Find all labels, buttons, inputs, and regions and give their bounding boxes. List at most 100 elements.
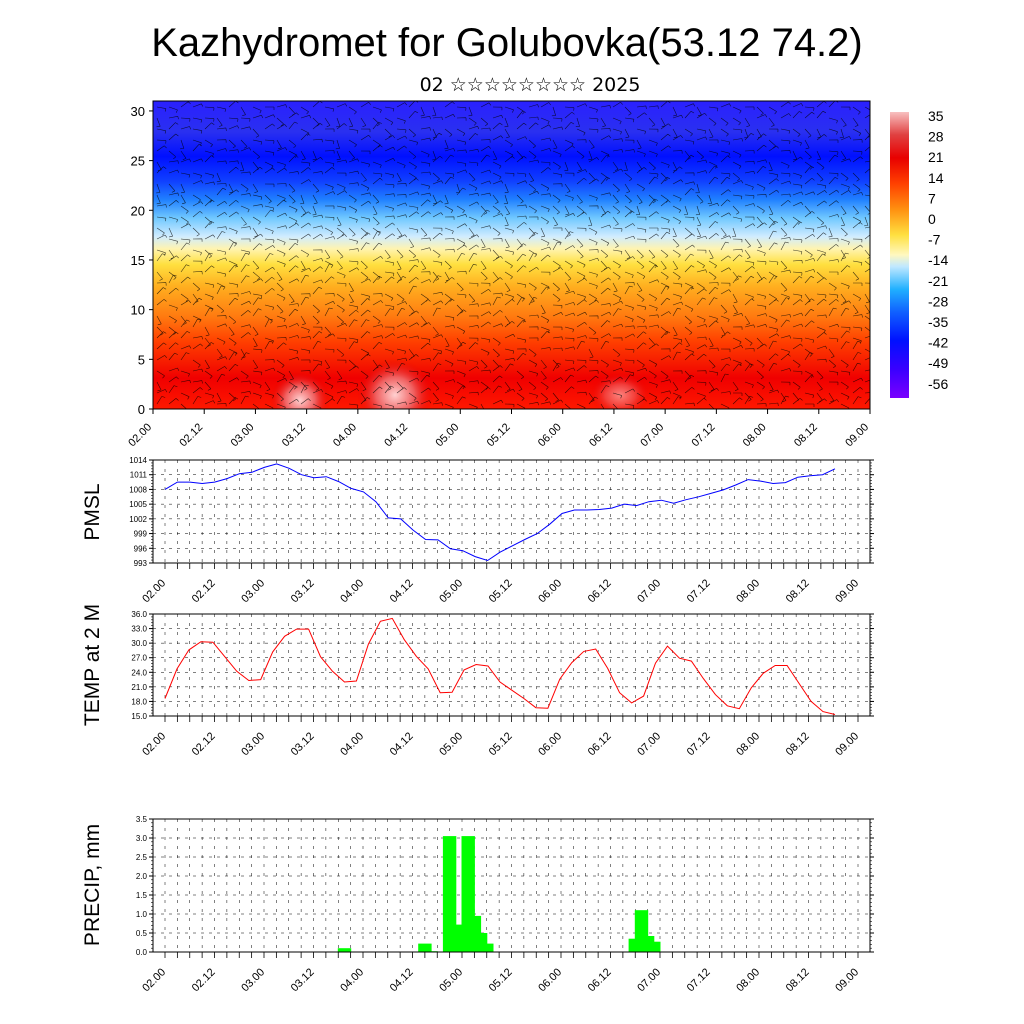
temp-x-tick-label: 03.12: [289, 730, 317, 758]
precip-ylabel: PRECIP, mm: [81, 824, 104, 946]
colorbar-label: -7: [928, 232, 941, 248]
pmsl-x-tick-label: 02.00: [140, 577, 168, 605]
colorbar-labels: 35 28 21 14 7 0 -7 -14 -21 -28 -35 -42 -49 -56: [928, 108, 948, 392]
precip-panel: PRECIP, mm 3.5 3.0 2.5 2.0 1.5 1.0 0.5 0.0 02.0…: [81, 815, 874, 994]
temp-ylabel: TEMP at 2 M: [81, 604, 104, 726]
precip-x-tick-label: 07.12: [685, 966, 713, 994]
pmsl-y-tick-label: 1005: [129, 500, 147, 509]
temp-x-tick-label: 07.00: [635, 730, 663, 758]
precip-x-tick-label: 08.12: [784, 966, 812, 994]
pmsl-x-tick-label: 06.12: [586, 577, 614, 605]
temp-y-tick-label: 27.0: [131, 654, 147, 663]
temp-x-tick-label: 04.12: [388, 730, 416, 758]
colorbar-label: -21: [928, 273, 948, 289]
pmsl-x-tick-label: 08.12: [784, 577, 812, 605]
temp-grid: [153, 613, 870, 717]
precip-x-tick-label: 03.12: [289, 966, 317, 994]
pmsl-x-tick-label: 05.12: [487, 577, 515, 605]
heatmap-x-tick-label: 02.12: [177, 421, 205, 449]
precip-bar: [442, 836, 457, 952]
heatmap-x-tick-label: 03.00: [229, 421, 257, 449]
pmsl-y-tick-label: 1002: [129, 515, 147, 524]
pmsl-y-tick-label: 993: [134, 559, 148, 568]
precip-x-axis: 02.00 02.12 03.00 03.12 04.00 04.12 05.00 05.12…: [140, 952, 861, 994]
pmsl-x-tick-label: 04.12: [388, 577, 416, 605]
temp-y-tick-label: 33.0: [131, 625, 147, 634]
pmsl-y-axis: 1014 1011 1008 1005 1002 999 996 993: [129, 456, 874, 568]
precip-x-tick-label: 07.00: [635, 966, 663, 994]
precip-y-tick-label: 2.0: [136, 872, 148, 881]
temp-y-axis: 36.0 33.0 30.0 27.0 24.0 21.0 18.0 15.0: [131, 610, 874, 721]
precip-y-tick-label: 3.0: [136, 834, 148, 843]
heatmap-x-tick-label: 04.00: [331, 421, 359, 449]
heatmap-x-tick-label: 04.12: [382, 421, 410, 449]
colorbar-label: 0: [928, 211, 936, 227]
heatmap-y-tick-label: 25: [131, 154, 145, 169]
pmsl-x-tick-label: 09.00: [833, 577, 861, 605]
pmsl-x-tick-label: 07.12: [685, 577, 713, 605]
heatmap-x-tick-label: 07.00: [638, 421, 666, 449]
pmsl-y-tick-label: 996: [134, 544, 148, 553]
colorbar-label: -56: [928, 376, 948, 392]
pmsl-x-tick-label: 05.00: [437, 577, 465, 605]
heatmap-x-tick-label: 02.00: [126, 421, 154, 449]
heatmap-x-tick-label: 08.12: [792, 421, 820, 449]
temp-panel: TEMP at 2 M 36.0 33.0 30.0 27.0 24.0 21.0 18.0…: [81, 604, 874, 758]
pmsl-y-tick-label: 999: [134, 530, 148, 539]
pmsl-x-tick-label: 06.00: [536, 577, 564, 605]
temp-y-tick-label: 30.0: [131, 639, 147, 648]
temp-series-line: [164, 617, 836, 715]
pmsl-grid: [153, 459, 870, 564]
colorbar-label: 35: [928, 108, 944, 124]
heatmap-y-tick-label: 30: [131, 104, 145, 119]
pmsl-frame: [152, 459, 871, 564]
temp-x-tick-label: 03.00: [239, 730, 267, 758]
colorbar-label: -49: [928, 355, 948, 371]
temp-x-axis: 02.00 02.12 03.00 03.12 04.00 04.12 05.00 05.12…: [140, 716, 861, 758]
temp-frame: [152, 613, 871, 717]
heatmap-y-tick-label: 10: [131, 303, 145, 318]
colorbar-label: 21: [928, 149, 944, 165]
heatmap-y-tick-label: 15: [131, 253, 145, 268]
temp-x-tick-label: 06.00: [536, 730, 564, 758]
heatmap-x-tick-label: 03.12: [280, 421, 308, 449]
precip-x-tick-label: 02.12: [190, 966, 218, 994]
precip-y-tick-label: 0.0: [136, 948, 148, 957]
temp-x-tick-label: 09.00: [833, 730, 861, 758]
pmsl-series-line: [164, 463, 836, 562]
wind-barb-field: [156, 101, 870, 409]
wind-barbs: [156, 101, 870, 409]
heatmap-x-tick-label: 06.00: [536, 421, 564, 449]
heatmap-y-axis: 0 5 10 15 20 25 30: [131, 104, 153, 417]
heatmap-x-axis: 02.00 02.12 03.00 03.12 04.00 04.12 05.00 05.12…: [126, 409, 871, 449]
heatmap-y-tick-label: 20: [131, 203, 145, 218]
precip-bar: [449, 924, 463, 952]
pmsl-x-tick-label: 03.12: [289, 577, 317, 605]
precip-y-tick-label: 2.5: [136, 853, 148, 862]
precip-bar: [418, 943, 432, 952]
temp-y-tick-label: 36.0: [131, 610, 147, 619]
pmsl-x-tick-label: 03.00: [239, 577, 267, 605]
precip-x-tick-label: 06.12: [586, 966, 614, 994]
heatmap-y-tick-label: 5: [138, 352, 145, 367]
temp-y-tick-label: 18.0: [131, 697, 147, 706]
precip-bar: [337, 948, 352, 952]
temp-x-tick-label: 08.12: [784, 730, 812, 758]
pmsl-x-axis: 02.00 02.12 03.00 03.12 04.00 04.12 05.00 05.12…: [140, 563, 861, 605]
precip-x-tick-label: 05.00: [437, 966, 465, 994]
precip-x-tick-label: 03.00: [239, 966, 267, 994]
heatmap-x-tick-label: 07.12: [690, 421, 718, 449]
temp-x-tick-label: 08.00: [734, 730, 762, 758]
precip-bar: [647, 941, 661, 952]
pmsl-x-tick-label: 08.00: [734, 577, 762, 605]
heatmap-x-tick-label: 05.12: [485, 421, 513, 449]
precip-x-tick-label: 08.00: [734, 966, 762, 994]
pmsl-ylabel: PMSL: [81, 483, 104, 540]
precip-bar: [480, 943, 494, 952]
precip-y-tick-label: 3.5: [136, 815, 148, 824]
pmsl-x-tick-label: 07.00: [635, 577, 663, 605]
heatmap-x-tick-label: 05.00: [434, 421, 462, 449]
colorbar-label: -42: [928, 335, 948, 351]
temp-x-tick-label: 04.00: [338, 730, 366, 758]
page-subtitle: 02 ☆☆☆☆☆☆☆☆ 2025: [420, 74, 641, 96]
